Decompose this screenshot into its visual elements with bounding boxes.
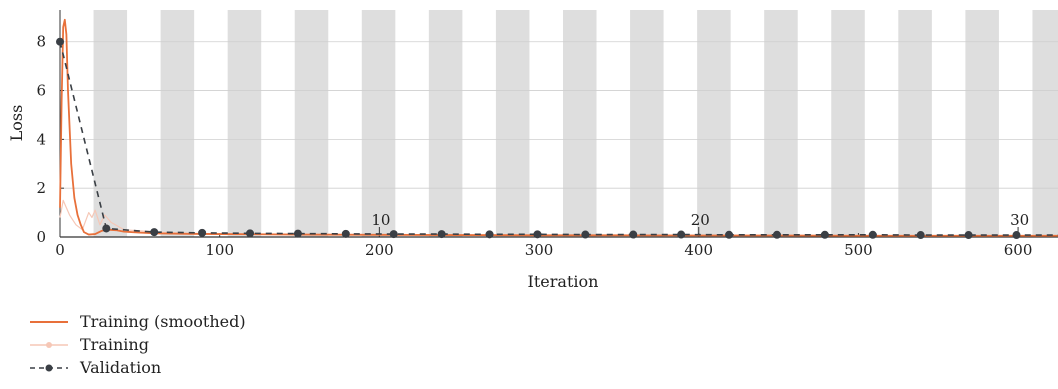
legend-label-training: Training (80, 335, 149, 354)
y-tick-label: 8 (36, 33, 46, 51)
epoch-band (898, 10, 932, 237)
validation-point (772, 230, 781, 239)
epoch-band (495, 10, 530, 237)
y-tick-label: 0 (36, 228, 46, 246)
validation-line (59, 41, 1058, 236)
epoch-band (562, 10, 597, 237)
x-tick-label: 100 (205, 241, 234, 259)
validation-point (964, 231, 973, 240)
y-tick-label: 2 (36, 179, 46, 197)
legend-label-training-smoothed: Training (smoothed) (80, 312, 246, 331)
validation-point (56, 37, 64, 46)
epoch-band (361, 10, 396, 237)
legend-swatch-training-smoothed (30, 320, 68, 323)
epoch-labels: 10 20 30 (371, 211, 1029, 237)
epoch-bands (93, 10, 1058, 237)
x-tick-label: 500 (844, 241, 873, 259)
legend-swatch-validation (30, 364, 68, 371)
tick-labels: 0 100 200 300 400 500 600 0 2 4 6 8 (36, 33, 1032, 259)
epoch-band (764, 10, 798, 237)
epoch-band (630, 10, 664, 237)
validation-point (198, 228, 207, 237)
legend: Training (smoothed) Training Validation (30, 310, 246, 379)
validation-point (293, 229, 302, 238)
validation-point (629, 230, 638, 239)
validation-point (581, 230, 590, 239)
epoch-band (294, 10, 329, 237)
epoch-label: 30 (1010, 211, 1029, 229)
epoch-band (1032, 10, 1058, 237)
validation-point (102, 224, 111, 233)
legend-item-validation: Validation (30, 356, 246, 379)
validation-point (485, 230, 494, 239)
validation-point (677, 230, 686, 239)
validation-point (868, 230, 877, 239)
validation-point (246, 229, 255, 238)
epoch-band (227, 10, 262, 237)
validation-point (389, 230, 398, 239)
epoch-band (697, 10, 731, 237)
x-axis-title: Iteration (528, 272, 599, 291)
series-lines (59, 18, 1058, 237)
validation-point (916, 231, 925, 240)
y-axis-title: Loss (7, 105, 26, 142)
validation-markers (56, 37, 1021, 240)
epoch-band (831, 10, 865, 237)
validation-point (1012, 231, 1021, 240)
legend-item-training-smoothed: Training (smoothed) (30, 310, 246, 333)
legend-label-validation: Validation (80, 358, 162, 377)
y-tick-label: 6 (36, 82, 46, 100)
grid (60, 41, 1058, 189)
x-tick-label: 600 (1004, 241, 1033, 259)
epoch-band (93, 10, 128, 237)
validation-point (150, 228, 159, 237)
x-tick-label: 200 (365, 241, 394, 259)
validation-point (533, 230, 542, 239)
loss-chart: 0 100 200 300 400 500 600 0 2 4 6 8 10 20 30 Iteratio… (7, 10, 1058, 291)
x-tick-label: 300 (525, 241, 554, 259)
epoch-band (428, 10, 463, 237)
validation-point (437, 230, 446, 239)
epoch-label: 20 (691, 211, 710, 229)
epoch-band (160, 10, 195, 237)
epoch-label: 10 (371, 211, 390, 229)
legend-item-training: Training (30, 333, 246, 356)
validation-point (725, 230, 734, 239)
x-tick-label: 400 (684, 241, 713, 259)
epoch-band (965, 10, 999, 237)
legend-swatch-training (30, 341, 68, 348)
validation-point (341, 229, 350, 238)
training-smoothed-line (59, 18, 1058, 237)
y-tick-label: 4 (36, 130, 46, 148)
validation-point (820, 230, 829, 239)
x-tick-label: 0 (55, 241, 65, 259)
